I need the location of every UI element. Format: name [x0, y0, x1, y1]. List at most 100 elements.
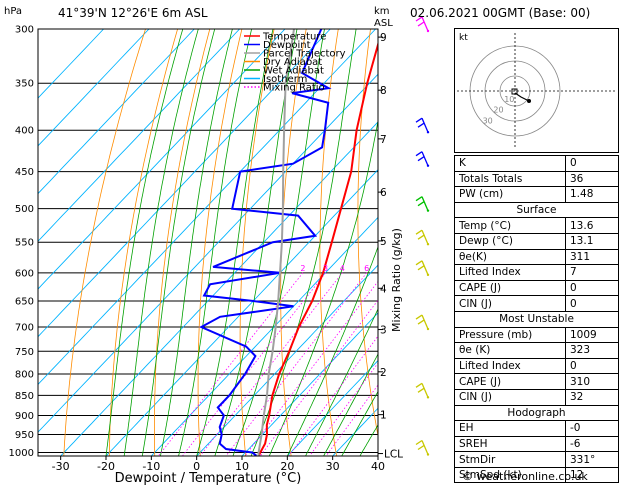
x-tick-label: 0 — [193, 460, 200, 473]
x-tick-label: 30 — [326, 460, 340, 473]
index-label: PW (cm) — [454, 186, 566, 203]
index-value: 13.6 — [565, 217, 619, 234]
pressure-tick-label: 550 — [15, 238, 34, 249]
section-title: Surface — [454, 201, 619, 219]
index-value: 7 — [565, 264, 619, 281]
index-label: Lifted Index — [454, 357, 566, 375]
index-label: Totals Totals — [454, 170, 566, 188]
x-tick-label: -10 — [142, 460, 160, 473]
index-row: CIN (J) 32 — [454, 388, 619, 406]
index-label: K — [454, 155, 566, 172]
index-row: SREH -6 — [454, 435, 619, 453]
wet-adiabat — [178, 29, 252, 456]
index-row: CAPE (J) 310 — [454, 373, 619, 390]
wet-adiabat — [250, 29, 357, 456]
legend-label: Temperature — [262, 32, 326, 43]
mixing-ratio-label: 6 — [364, 264, 369, 273]
wind-barb — [415, 117, 430, 134]
footer-credit: © weatheronline.co.uk — [462, 470, 588, 483]
mixing-ratio-line — [309, 362, 378, 456]
mixing-ratio-label: 4 — [340, 264, 345, 273]
index-label: EH — [454, 420, 566, 437]
wind-barb — [415, 196, 430, 212]
wet-adiabat — [160, 29, 233, 456]
index-row: CAPE (J) 0 — [454, 279, 619, 297]
index-value: 1.48 — [565, 186, 619, 203]
hodo-unit-label: kt — [459, 33, 468, 43]
index-row: Totals Totals 36 — [454, 170, 619, 188]
km-tick-label: 4 — [380, 283, 387, 295]
km-tick-label: 7 — [380, 134, 387, 146]
pressure-tick-label: 1000 — [9, 448, 34, 459]
wind-barbs — [415, 16, 430, 456]
isotherm — [38, 29, 286, 290]
isotherm — [196, 264, 378, 456]
index-label: CAPE (J) — [454, 373, 566, 390]
index-value: 323 — [565, 342, 619, 359]
pressure-tick-label: 500 — [15, 204, 34, 215]
dry-adiabat — [153, 29, 211, 456]
wet-adiabat — [214, 29, 298, 456]
mixing-ratio-line — [199, 272, 343, 456]
wind-barb — [415, 382, 430, 399]
pressure-tick-label: 650 — [15, 296, 34, 307]
index-label: Temp (°C) — [454, 217, 566, 234]
hodo-end-marker — [527, 99, 531, 103]
index-row: θe(K) 311 — [454, 248, 619, 266]
index-row: Dewp (°C) 13.1 — [454, 232, 619, 250]
index-value: 0 — [565, 357, 619, 375]
index-row: EH -0 — [454, 420, 619, 437]
x-tick-label: -20 — [97, 460, 115, 473]
wind-barb — [415, 151, 430, 167]
wet-adiabat — [286, 245, 378, 456]
dry-adiabat — [197, 29, 243, 456]
isotherm — [38, 29, 331, 338]
index-value: 331° — [565, 451, 619, 468]
index-value: 32 — [565, 388, 619, 406]
wind-barb — [415, 260, 430, 277]
legend-label: Dry Adiabat — [263, 57, 322, 68]
wet-adiabat — [105, 29, 184, 456]
x-tick-label: 20 — [280, 460, 294, 473]
wet-adiabat — [123, 29, 199, 456]
index-row: θe (K) 323 — [454, 342, 619, 359]
mixing-ratio-line — [259, 299, 378, 456]
pressure-tick-label: 400 — [15, 126, 34, 137]
index-label: StmDir — [454, 451, 566, 468]
index-label: CIN (J) — [454, 388, 566, 406]
mixing-ratio-line — [225, 272, 368, 456]
isotherm — [38, 29, 195, 195]
legend-label: Parcel Trajectory — [263, 49, 346, 60]
mixing-ratio-line — [325, 384, 378, 456]
index-value: 36 — [565, 170, 619, 188]
pressure-tick-label: 600 — [15, 268, 34, 279]
index-row: CIN (J) 0 — [454, 295, 619, 312]
valid-datetime: 02.06.2021 00GMT (Base: 00) — [410, 6, 591, 20]
isotherm — [150, 216, 378, 456]
wind-barb — [415, 314, 430, 331]
index-label: θe (K) — [454, 342, 566, 359]
index-label: θe(K) — [454, 248, 566, 266]
wet-adiabat — [268, 118, 378, 456]
index-value: 0 — [565, 155, 619, 172]
index-label: Dewp (°C) — [454, 232, 566, 250]
dry-adiabat — [108, 29, 178, 456]
hodo-ring-label: 20 — [493, 106, 503, 115]
series-temperature — [257, 40, 378, 456]
dry-adiabat — [63, 29, 146, 456]
index-value: 0 — [565, 295, 619, 312]
wet-adiabat — [305, 308, 378, 456]
km-tick-label: LCL — [384, 449, 403, 461]
pressure-tick-label: 750 — [15, 347, 34, 358]
index-label: SREH — [454, 435, 566, 453]
km-tick-label: 3 — [380, 325, 387, 337]
index-label: StmSpd (kt) — [454, 466, 566, 484]
legend-label: Dewpoint — [263, 40, 311, 51]
index-row: Lifted Index 0 — [454, 357, 619, 375]
mixing-ratio-label: 2 — [300, 264, 305, 273]
legend-label: Wet Adiabat — [263, 66, 324, 77]
